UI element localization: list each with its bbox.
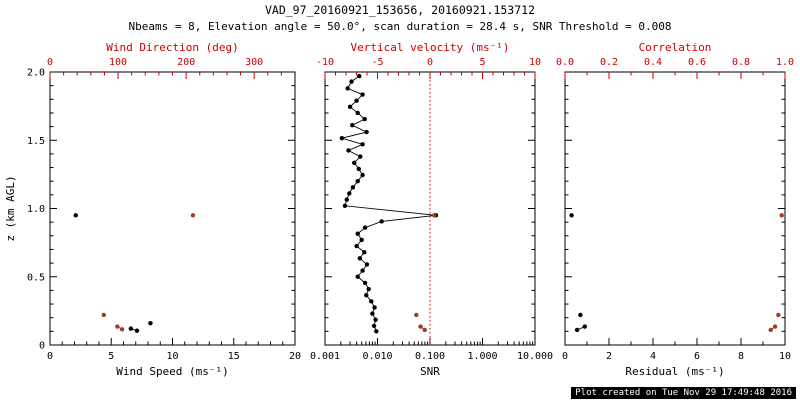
snr-profile	[339, 73, 439, 334]
svg-text:-5: -5	[371, 57, 383, 68]
panel-wind: 0 5 10 15 20 Wind Speed (ms⁻¹) 0 100 200 300 Wind …	[4, 41, 301, 378]
svg-text:2.0: 2.0	[27, 68, 45, 79]
svg-text:200: 200	[177, 57, 195, 68]
wind-speed-points	[73, 213, 153, 333]
svg-text:20: 20	[289, 351, 301, 362]
panel-snr: 0.001 0.010 0.100 1.000 10.000 SNR -10 -5 0 5 10 Ve…	[310, 41, 553, 378]
creation-timestamp: Plot created on Tue Nov 29 17:49:48 2016	[571, 387, 796, 399]
svg-text:0: 0	[427, 57, 433, 68]
svg-text:0: 0	[47, 57, 53, 68]
svg-text:0.5: 0.5	[27, 272, 45, 283]
svg-text:0: 0	[39, 341, 45, 352]
vertical-velocity-points	[414, 213, 437, 333]
svg-text:8: 8	[738, 351, 744, 362]
svg-text:Vertical velocity (ms⁻¹): Vertical velocity (ms⁻¹)	[351, 41, 510, 54]
svg-text:10: 10	[529, 57, 541, 68]
svg-text:0.010: 0.010	[362, 351, 392, 362]
svg-text:Wind Direction (deg): Wind Direction (deg)	[106, 41, 238, 54]
svg-text:5: 5	[479, 57, 485, 68]
svg-text:0.2: 0.2	[600, 57, 618, 68]
svg-text:6: 6	[694, 351, 700, 362]
svg-text:0.4: 0.4	[644, 57, 662, 68]
svg-text:0.8: 0.8	[732, 57, 750, 68]
svg-text:5: 5	[108, 351, 114, 362]
svg-text:-10: -10	[316, 57, 334, 68]
svg-text:0: 0	[562, 351, 568, 362]
svg-text:Wind Speed (ms⁻¹): Wind Speed (ms⁻¹)	[116, 365, 229, 378]
svg-text:1.0: 1.0	[776, 57, 794, 68]
svg-text:0.100: 0.100	[415, 351, 445, 362]
svg-text:0.001: 0.001	[310, 351, 340, 362]
svg-text:4: 4	[650, 351, 656, 362]
residual-points	[569, 213, 587, 333]
wind-direction-points	[101, 213, 196, 332]
svg-text:2: 2	[606, 351, 612, 362]
svg-text:1.0: 1.0	[27, 204, 45, 215]
svg-text:Residual (ms⁻¹): Residual (ms⁻¹)	[625, 365, 724, 378]
svg-text:300: 300	[245, 57, 263, 68]
svg-text:Correlation: Correlation	[639, 41, 712, 54]
svg-text:10.000: 10.000	[517, 351, 553, 362]
plot-subtitle: Nbeams = 8, Elevation angle = 50.0°, sca…	[128, 20, 672, 33]
svg-text:1.000: 1.000	[467, 351, 497, 362]
svg-text:15: 15	[228, 351, 240, 362]
svg-text:0.6: 0.6	[688, 57, 706, 68]
correlation-points	[768, 213, 784, 333]
svg-text:0.0: 0.0	[556, 57, 574, 68]
svg-text:10: 10	[779, 351, 791, 362]
svg-text:100: 100	[109, 57, 127, 68]
svg-text:z (km AGL): z (km AGL)	[4, 175, 17, 241]
svg-text:10: 10	[166, 351, 178, 362]
plot-title: VAD_97_20160921_153656, 20160921.153712	[264, 3, 536, 17]
svg-text:SNR: SNR	[420, 365, 440, 378]
panel-residual: 0 2 4 6 8 10 Residual (ms⁻¹) 0.0 0.2 0.4 0.6 0.8 1.0…	[556, 41, 794, 378]
svg-text:1.5: 1.5	[27, 136, 45, 147]
svg-text:0: 0	[47, 351, 53, 362]
